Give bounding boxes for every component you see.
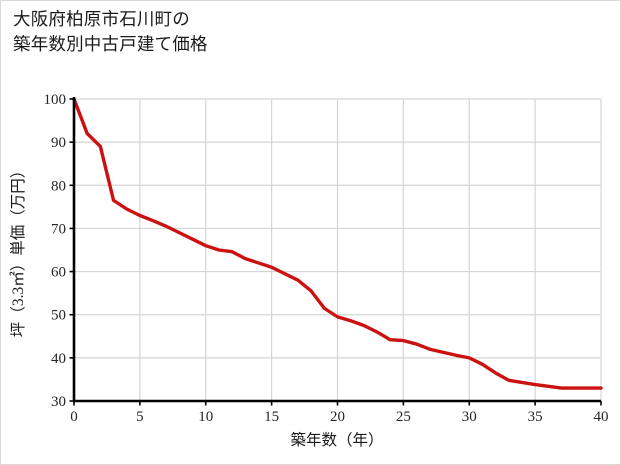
y-tick-label: 100 — [44, 92, 67, 108]
x-axis-title: 築年数（年） — [290, 431, 383, 449]
x-tick-label: 5 — [136, 409, 144, 425]
x-tick-label: 35 — [528, 409, 543, 425]
x-tick-label: 0 — [70, 409, 78, 425]
tick-marks — [69, 98, 602, 406]
y-tick-label: 80 — [51, 178, 66, 194]
x-tick-label: 20 — [330, 409, 345, 425]
x-tick-label: 10 — [198, 409, 213, 425]
x-tick-label: 25 — [396, 409, 411, 425]
y-tick-label: 70 — [51, 221, 66, 237]
tick-labels: 0 5 10 15 20 25 30 35 40 30 40 50 60 70 80 90 100 — [44, 92, 609, 425]
x-tick-label: 30 — [462, 409, 477, 425]
chart-title: 大阪府柏原市石川町の 築年数別中古戸建て価格 — [13, 7, 208, 58]
chart-title-line1: 大阪府柏原市石川町の — [13, 9, 190, 29]
x-tick-label: 40 — [594, 409, 609, 425]
y-tick-label: 50 — [51, 308, 66, 324]
y-tick-label: 40 — [51, 351, 66, 367]
y-axis-title: 坪（3.3㎡）単価（万円） — [9, 163, 27, 337]
y-tick-label: 60 — [51, 265, 66, 281]
chart-title-line2: 築年数別中古戸建て価格 — [13, 34, 208, 55]
y-tick-label: 30 — [51, 394, 66, 410]
gridlines — [74, 98, 602, 402]
x-tick-label: 15 — [264, 409, 279, 425]
y-tick-label: 90 — [51, 135, 66, 151]
data-series-layer — [72, 97, 603, 390]
